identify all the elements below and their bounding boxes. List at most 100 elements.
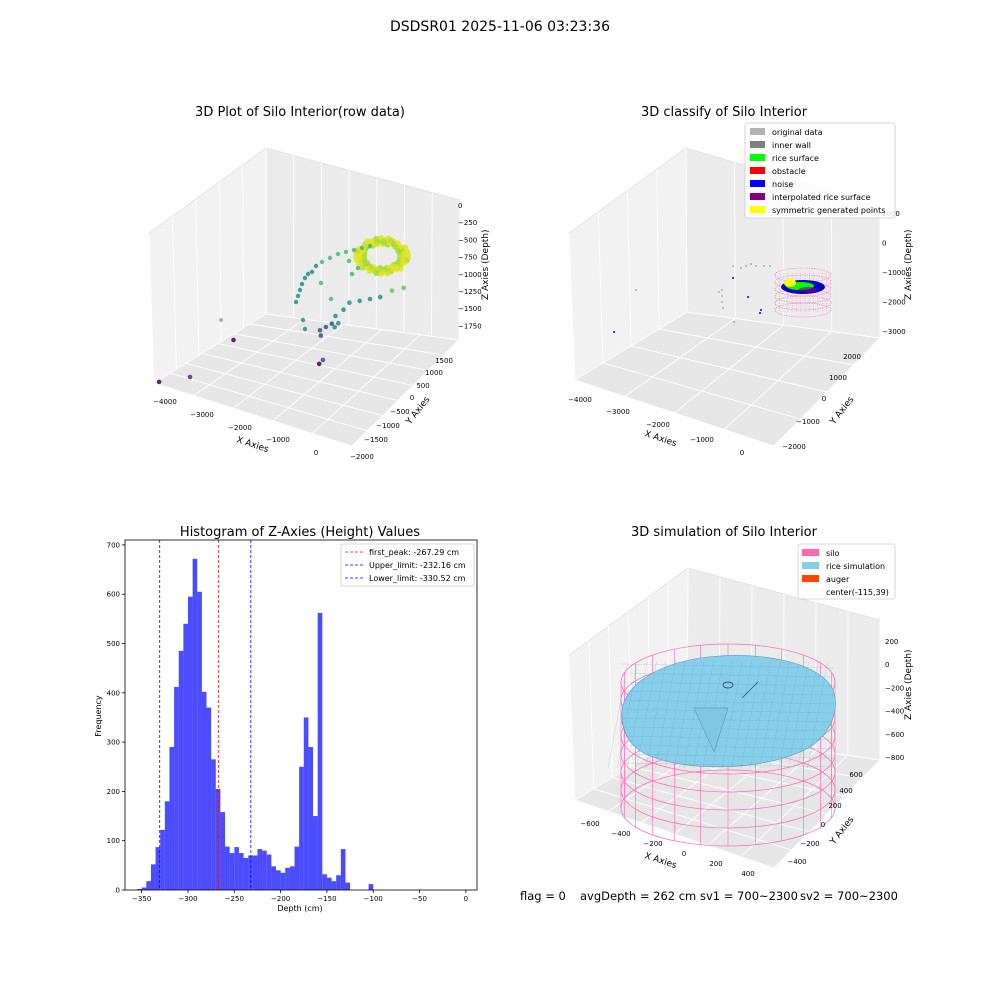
mesh-line xyxy=(621,699,835,705)
y-tick-label: 0 xyxy=(116,887,120,895)
histogram-bar xyxy=(201,691,207,890)
data-point xyxy=(231,337,236,343)
mesh-line xyxy=(621,744,835,750)
data-point xyxy=(302,326,308,332)
gridline xyxy=(232,324,344,409)
gridline xyxy=(597,211,604,364)
data-point xyxy=(377,294,383,300)
z-tick-label: −1750 xyxy=(458,322,482,330)
histogram-bar xyxy=(257,849,263,890)
gridline xyxy=(148,232,155,384)
gridline xyxy=(153,382,353,447)
gridline xyxy=(602,362,801,420)
original-data-point xyxy=(769,265,771,267)
mesh-line xyxy=(626,661,648,769)
mesh-line xyxy=(636,661,657,769)
x-tick-label: 0 xyxy=(682,850,686,858)
y-tick-label: 200 xyxy=(828,802,841,810)
x-tick-label: −300 xyxy=(178,895,197,903)
legend-label: auger xyxy=(826,575,850,584)
mesh-line xyxy=(645,661,667,769)
histogram-bar xyxy=(262,850,267,890)
legend-label: rice simulation xyxy=(826,562,885,571)
histogram-bar xyxy=(294,846,300,890)
p3-x-axis-label: Depth (cm) xyxy=(277,904,322,913)
histogram-bar xyxy=(215,788,221,890)
p4-legend: silo rice simulation auger center(-115,39) xyxy=(797,543,896,600)
z-tick-label: 0 xyxy=(885,661,889,669)
mesh-line xyxy=(759,661,781,769)
histogram-bar xyxy=(243,857,249,890)
legend-frame xyxy=(340,543,475,587)
original-data-point xyxy=(733,321,735,323)
legend-label: symmetric generated points xyxy=(772,206,885,215)
mesh-line xyxy=(621,672,835,678)
mesh-line xyxy=(655,661,676,769)
p4-xtick-labels: −600 −400 −200 0 200 400 xyxy=(580,820,754,878)
data-point xyxy=(328,296,334,302)
data-point xyxy=(320,357,326,363)
gridline xyxy=(249,323,444,356)
data-point xyxy=(349,271,355,277)
p4-ztick-labels: 200 0 −200 −400 −600 −800 xyxy=(885,638,904,762)
mesh-line xyxy=(621,762,835,768)
data-point xyxy=(305,271,311,277)
histogram-bar xyxy=(164,801,170,890)
legend-frame xyxy=(744,122,896,219)
p2-ytick-labels: −2000 −1000 0 1000 2000 xyxy=(782,353,861,451)
histogram-bar xyxy=(220,812,226,890)
histogram-bar xyxy=(308,747,314,890)
x-tick-label: −2000 xyxy=(646,421,670,429)
data-point xyxy=(404,252,411,258)
data-point xyxy=(313,263,319,269)
y-tick-label: 400 xyxy=(107,689,120,697)
data-point xyxy=(367,243,373,249)
legend-swatch xyxy=(750,193,765,200)
gridline xyxy=(242,164,245,328)
mesh-line xyxy=(621,690,835,696)
x-tick-label: −1000 xyxy=(266,436,290,444)
histogram-bar xyxy=(238,853,244,890)
histogram-bar xyxy=(183,623,188,890)
p4-y-axis-label: Y Axies xyxy=(828,815,857,848)
z-tick-label: 200 xyxy=(885,638,898,646)
mesh-line xyxy=(750,661,771,769)
histogram-bar xyxy=(326,877,332,890)
y-tick-label: 400 xyxy=(839,787,852,795)
data-point xyxy=(293,299,299,305)
y-tick-label: −500 xyxy=(390,408,409,416)
y-tick-label: 600 xyxy=(107,591,120,599)
mesh-line xyxy=(683,661,705,769)
histogram-bar xyxy=(368,884,374,890)
y-tick-label: 1000 xyxy=(829,374,847,382)
x-tick-label: −4000 xyxy=(568,396,592,404)
mesh-line xyxy=(621,717,835,723)
panel-simulation-3d: 3D simulation of Silo Interior −600−400−… xyxy=(568,525,914,878)
legend-label: Lower_limit: -330.52 cm xyxy=(369,574,466,583)
z-tick-label: 0 xyxy=(882,240,886,248)
y-tick-label: 100 xyxy=(107,837,120,845)
histogram-bar xyxy=(275,870,281,890)
histogram-bar xyxy=(192,558,198,890)
histogram-bar xyxy=(313,816,318,890)
mesh-line xyxy=(621,726,835,732)
gridline xyxy=(568,654,576,801)
gridline xyxy=(375,177,378,329)
gridline xyxy=(195,198,200,356)
x-tick-label: −3000 xyxy=(190,411,214,419)
mesh-line xyxy=(621,753,835,759)
x-tick-label: −350 xyxy=(132,895,151,903)
panel-raw-3d: 3D Plot of Silo Interior(row data) −4000… xyxy=(148,105,491,461)
status-flag: flag = 0 xyxy=(520,889,566,903)
data-point xyxy=(323,324,329,330)
p4-ytick-labels: −400 −200 0 200 400 600 xyxy=(787,771,862,866)
x-tick-label: −50 xyxy=(412,895,427,903)
mesh-line xyxy=(731,661,752,769)
histogram-bar xyxy=(146,881,151,890)
data-point xyxy=(316,361,322,367)
gridline xyxy=(218,181,222,342)
histogram-bar xyxy=(174,686,179,890)
p2-z-axis-label: Z Axies (Depth) xyxy=(904,229,914,300)
